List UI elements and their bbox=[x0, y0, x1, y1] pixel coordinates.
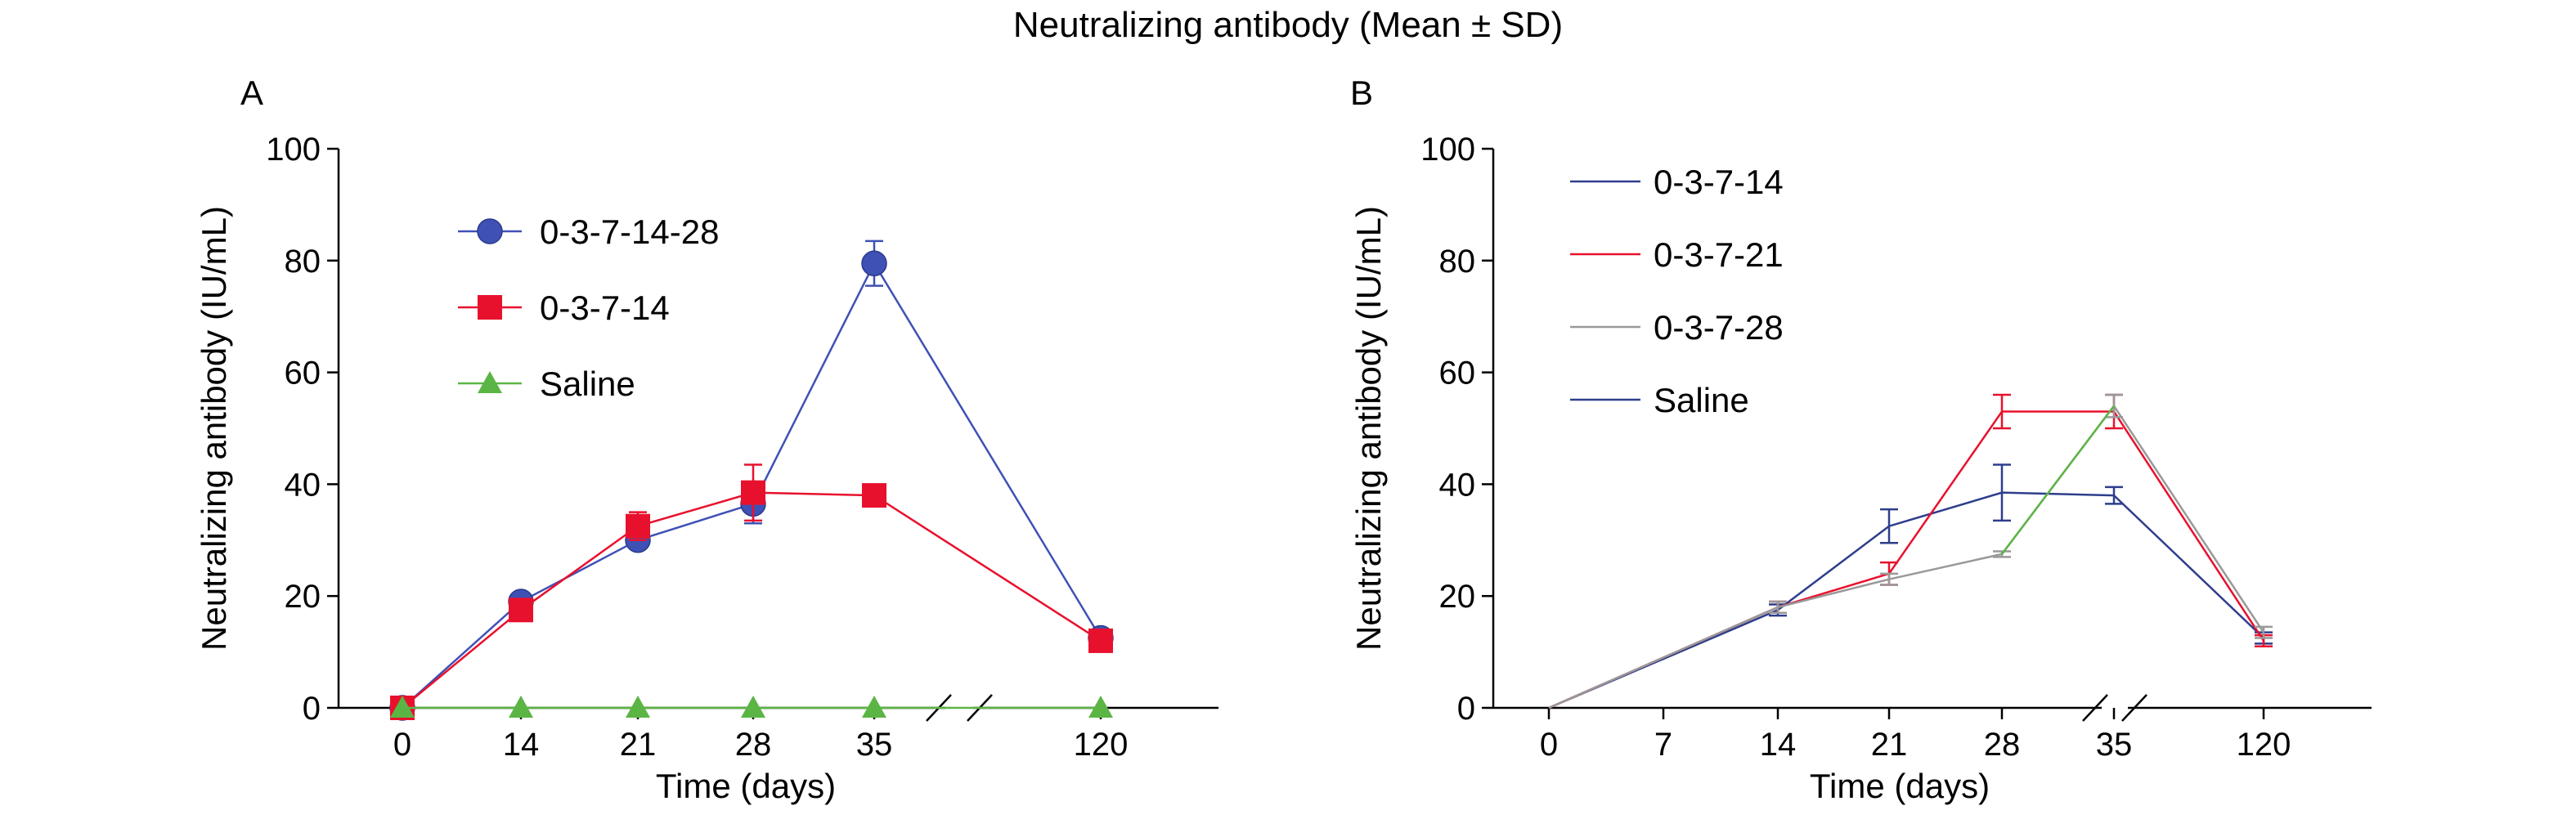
data-point bbox=[862, 483, 886, 508]
data-point bbox=[1088, 696, 1113, 718]
x-tick-label: 21 bbox=[1871, 727, 1908, 763]
x-tick-label: 35 bbox=[856, 727, 893, 763]
legend: 0-3-7-14-28 0-3-7-14 Saline bbox=[458, 213, 719, 403]
series-0-3-7-14 bbox=[1548, 463, 2273, 709]
legend-item: Saline bbox=[1570, 381, 1749, 419]
y-tick-label: 40 bbox=[1439, 467, 1476, 503]
series-line bbox=[1548, 404, 2265, 709]
x-tick-label: 120 bbox=[1074, 727, 1129, 763]
data-point bbox=[741, 696, 765, 718]
x-tick-label: 21 bbox=[620, 727, 657, 763]
legend-label: 0-3-7-14 bbox=[1654, 163, 1784, 201]
series-line bbox=[402, 491, 1102, 709]
x-tick-label: 28 bbox=[1984, 727, 2021, 763]
axis-break-mark bbox=[2082, 694, 2108, 722]
y-tick-label: 20 bbox=[285, 579, 321, 615]
y-axis-label: Neutralizing antibody (IU/mL) bbox=[1349, 206, 1388, 651]
y-tick-label: 60 bbox=[1439, 356, 1476, 392]
series-line bbox=[1548, 410, 2265, 709]
y-tick-label: 80 bbox=[1439, 244, 1476, 280]
legend-item: 0-3-7-28 bbox=[1570, 308, 1784, 347]
legend-label: 0-3-7-28 bbox=[1654, 308, 1784, 347]
legend-item: 0-3-7-21 bbox=[1570, 235, 1784, 274]
data-point bbox=[509, 598, 533, 623]
data-point bbox=[626, 513, 650, 539]
x-tick-label: 28 bbox=[735, 727, 772, 763]
x-tick-label: 120 bbox=[2237, 727, 2291, 763]
legend-label: Saline bbox=[1654, 381, 1749, 419]
y-tick-label: 20 bbox=[1439, 579, 1476, 615]
data-point bbox=[741, 480, 765, 505]
axis-break-mark bbox=[2121, 694, 2147, 722]
data-point bbox=[509, 696, 533, 718]
y-axis-label: Neutralizing antibody (IU/mL) bbox=[195, 206, 233, 651]
x-tick-label: 14 bbox=[1760, 727, 1797, 763]
overlay-segment bbox=[2001, 405, 2115, 555]
x-tick-label: 7 bbox=[1654, 727, 1672, 763]
data-point bbox=[862, 696, 886, 718]
panel-label: B bbox=[1350, 74, 1373, 112]
series-line bbox=[402, 261, 1102, 709]
legend-marker bbox=[478, 371, 502, 393]
y-tick-label: 40 bbox=[285, 467, 321, 503]
legend-item: 0-3-7-14-28 bbox=[458, 213, 719, 251]
y-tick-label: 80 bbox=[285, 244, 321, 280]
chart-panel-b: B 0 20 40 60 80 100 0 7 14 21 28 35 120 Time (days) Neu… bbox=[1349, 74, 2372, 805]
series-0-3-7-28 bbox=[1548, 393, 2273, 709]
y-tick-label: 100 bbox=[1420, 132, 1475, 168]
legend-item: 0-3-7-14 bbox=[1570, 163, 1784, 201]
chart-panel-a: A 0 20 40 60 80 100 0 14 21 28 35 120 Time (days) Neut… bbox=[195, 74, 1218, 805]
data-point bbox=[390, 696, 415, 718]
figure-title: Neutralizing antibody (Mean ± SD) bbox=[1012, 5, 1564, 45]
legend-item: 0-3-7-14 bbox=[458, 289, 670, 327]
y-tick-label: 0 bbox=[303, 691, 321, 727]
y-tick-label: 100 bbox=[266, 132, 321, 168]
legend-label: 0-3-7-21 bbox=[1654, 235, 1784, 274]
series-line bbox=[1548, 491, 2264, 709]
panel-label: A bbox=[240, 74, 263, 112]
legend-label: 0-3-7-14-28 bbox=[540, 213, 719, 251]
data-point bbox=[626, 696, 650, 718]
series-saline bbox=[390, 696, 1113, 718]
legend-label: Saline bbox=[540, 365, 635, 403]
legend: 0-3-7-14 0-3-7-21 0-3-7-28 Saline bbox=[1570, 163, 1784, 419]
y-tick-label: 0 bbox=[1457, 691, 1475, 727]
x-tick-label: 14 bbox=[503, 727, 540, 763]
data-point bbox=[1088, 628, 1113, 653]
x-tick-label: 0 bbox=[393, 727, 411, 763]
x-axis-label: Time (days) bbox=[656, 767, 836, 805]
series-0-3-7-14 bbox=[390, 463, 1113, 720]
legend-label: 0-3-7-14 bbox=[540, 289, 670, 327]
x-tick-label: 0 bbox=[1540, 727, 1558, 763]
legend-marker bbox=[478, 295, 502, 320]
legend-item: Saline bbox=[458, 365, 635, 403]
legend-marker bbox=[477, 218, 503, 244]
data-point bbox=[861, 250, 887, 276]
y-tick-label: 60 bbox=[285, 356, 321, 392]
x-tick-label: 35 bbox=[2096, 727, 2133, 763]
x-axis-label: Time (days) bbox=[1810, 767, 1990, 805]
